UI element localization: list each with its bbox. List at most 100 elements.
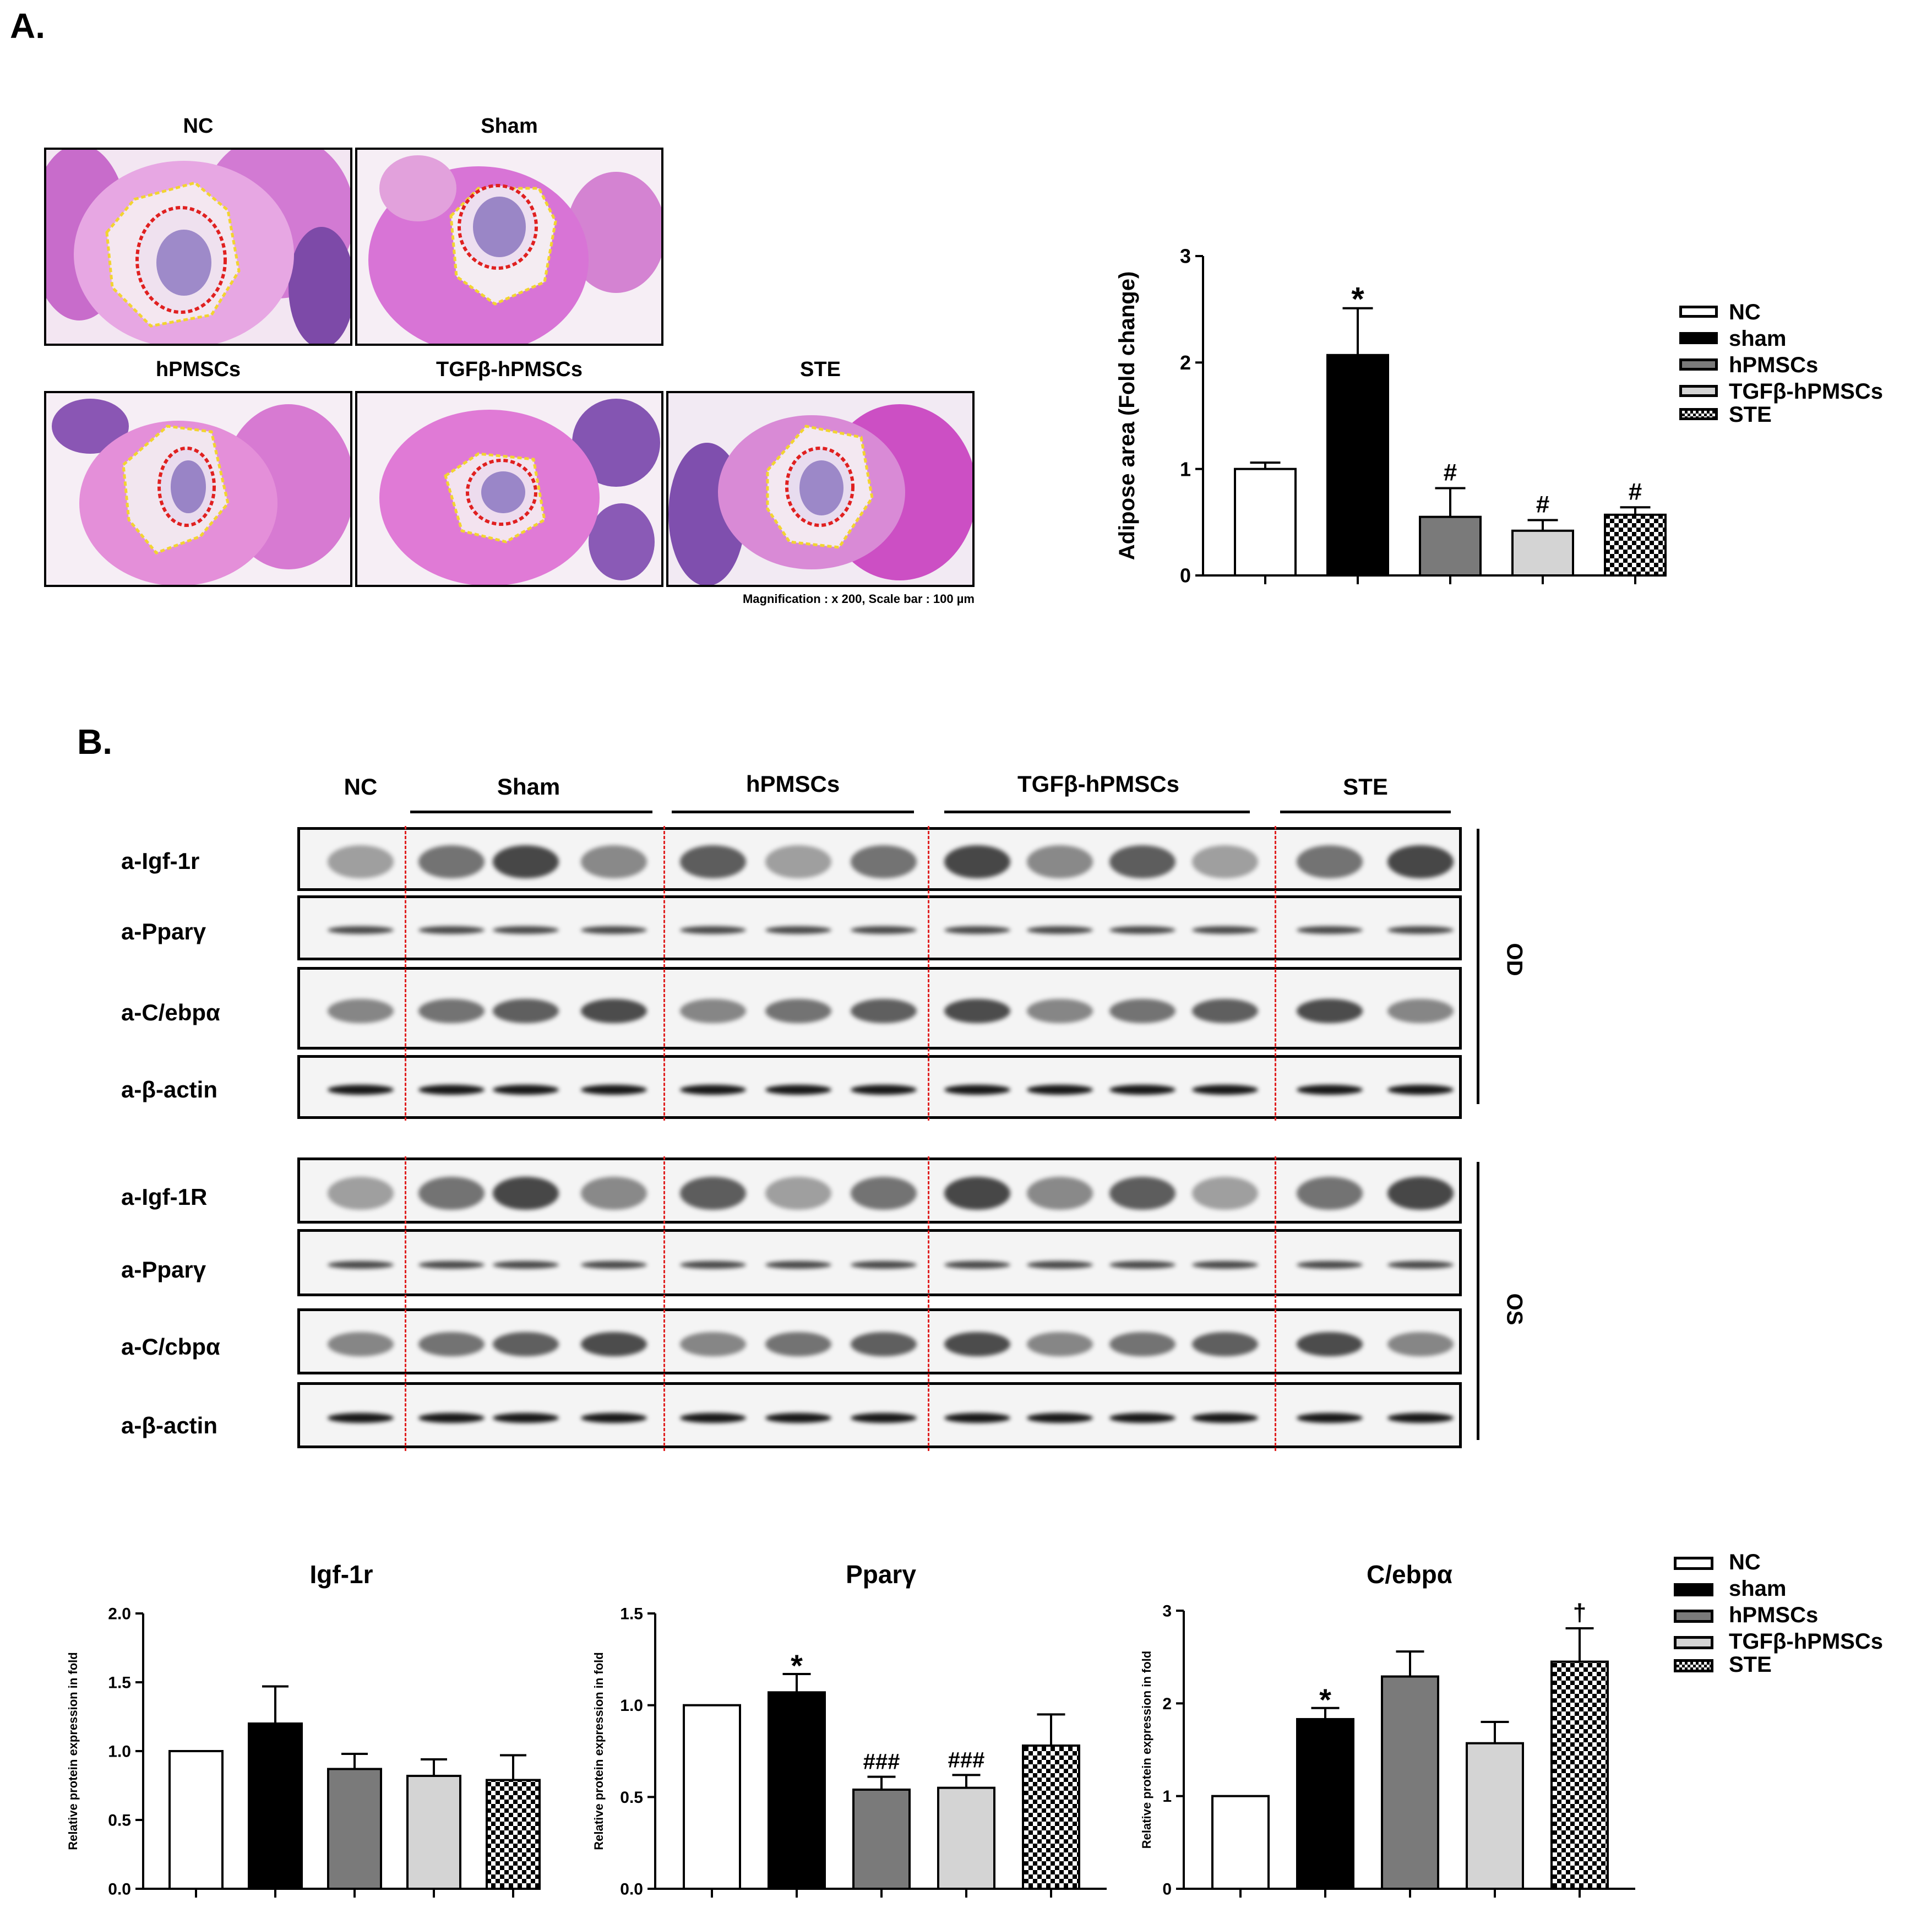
blot-band — [851, 1177, 917, 1210]
histology-title-ste: STE — [800, 358, 841, 381]
bar-5 — [486, 1779, 541, 1890]
chart-title: Pparγ — [846, 1560, 916, 1589]
blot-band — [418, 1413, 485, 1423]
blot-band — [851, 1413, 917, 1423]
blot-band — [1387, 1177, 1454, 1210]
y-axis-label: Relative protein expression in fold — [66, 1652, 80, 1850]
wb-os-label: OS — [1502, 1293, 1527, 1325]
legend-a-swatch-tgfb — [1679, 385, 1718, 397]
panel-a-label: A. — [10, 6, 45, 46]
blot-band — [493, 999, 559, 1023]
bar-5 — [1022, 1744, 1080, 1890]
legend-a-swatch-hpmscs — [1679, 358, 1718, 371]
adipose-area-chart: Adipose area (Fold change) 0 1 2 3 * # # # — [1115, 245, 1667, 587]
y-tick-label: 0.0 — [108, 1881, 131, 1899]
bar-4 — [937, 1786, 995, 1890]
blot-band — [765, 1413, 831, 1423]
histology-title-tgfb-hpmscs: TGFβ-hPMSCs — [436, 358, 583, 381]
blot-band — [1192, 1332, 1258, 1356]
blot-band — [851, 1261, 917, 1269]
blot-band — [765, 926, 831, 934]
bar-1 — [1234, 468, 1297, 577]
significance-4: # — [1536, 491, 1549, 518]
y-tick-label: 0.5 — [108, 1812, 131, 1830]
blot-band — [1027, 1085, 1093, 1095]
blot-band — [944, 1261, 1010, 1269]
blot-strip-8 — [297, 1382, 1462, 1448]
wb-od-label: OD — [1502, 943, 1527, 976]
chart-title: C/ebpα — [1367, 1560, 1452, 1589]
significance-5: † — [1573, 1599, 1586, 1626]
blot-band — [1387, 1332, 1454, 1356]
blot-band — [1297, 999, 1363, 1023]
bar-3 — [852, 1789, 911, 1890]
blot-band — [493, 1413, 559, 1423]
blot-band — [581, 1413, 647, 1423]
y-axis-label: Relative protein expression in fold — [592, 1652, 606, 1850]
histology-title-sham: Sham — [481, 115, 538, 138]
blot-strip-4 — [297, 1055, 1462, 1119]
histology-image-nc — [44, 148, 352, 346]
blot-band — [1027, 999, 1093, 1023]
blot-band — [493, 1085, 559, 1095]
legend-a: NC sham hPMSCs TGFβ-hPMSCs STE — [1679, 300, 1927, 432]
blot-band — [851, 845, 917, 878]
blot-band — [581, 845, 647, 878]
blot-band — [493, 1261, 559, 1269]
blot-band — [765, 845, 831, 878]
legend-b-label-ste: STE — [1729, 1653, 1772, 1677]
chart-title: Igf-1r — [310, 1560, 373, 1589]
y-tick-label: 0.5 — [620, 1789, 643, 1807]
blot-band — [851, 1332, 917, 1356]
blot-band — [680, 1085, 746, 1095]
wb-od-label-actin: a-β-actin — [121, 1077, 217, 1102]
legend-b-swatch-ste — [1674, 1659, 1713, 1672]
wb-os-label-ppary: a-Pparγ — [121, 1257, 206, 1282]
significance-3: # — [1444, 459, 1457, 486]
blot-band — [1387, 999, 1454, 1023]
wb-underline-tgfb — [944, 811, 1250, 813]
significance-4: ### — [948, 1748, 985, 1772]
histology-image-tgfb-hpmscs — [355, 391, 663, 587]
blot-band — [418, 1332, 485, 1356]
blot-strip-7 — [297, 1308, 1462, 1374]
y-tick-label: 1.5 — [108, 1674, 131, 1692]
blot-band — [418, 926, 485, 934]
legend-a-label-ste: STE — [1729, 403, 1772, 427]
bar-3 — [327, 1768, 382, 1890]
histology-image-hpmscs — [44, 391, 352, 587]
significance-2: * — [1351, 281, 1364, 318]
wb-od-bracket — [1477, 829, 1479, 1104]
blot-band — [1027, 1332, 1093, 1356]
blot-band — [1027, 1177, 1093, 1210]
blot-band — [765, 1332, 831, 1356]
wb-os-label-actin: a-β-actin — [121, 1412, 217, 1438]
legend-a-label-nc: NC — [1729, 300, 1761, 324]
blot-band — [1109, 1332, 1175, 1356]
blot-band — [1109, 1085, 1175, 1095]
legend-a-swatch-nc — [1679, 306, 1718, 318]
histology-image-sham — [355, 148, 663, 346]
blot-band — [944, 1085, 1010, 1095]
blot-band — [328, 845, 394, 878]
y-tick-label: 0.0 — [620, 1881, 643, 1899]
blot-band — [1297, 926, 1363, 934]
blot-band — [765, 1085, 831, 1095]
wb-underline-ste — [1280, 811, 1451, 813]
blot-band — [1109, 926, 1175, 934]
blot-band — [1109, 1413, 1175, 1423]
panel-b-label: B. — [77, 722, 112, 762]
y-axis-label: Adipose area (Fold change) — [1115, 271, 1139, 561]
legend-a-swatch-ste — [1679, 408, 1718, 420]
blot-band — [1387, 1085, 1454, 1095]
blot-band — [1297, 1413, 1363, 1423]
legend-b: NC sham hPMSCs TGFβ-hPMSCs STE — [1674, 1550, 1927, 1682]
bar-2 — [248, 1722, 303, 1890]
histology-title-nc: NC — [183, 115, 214, 138]
blot-band — [851, 1085, 917, 1095]
significance-5: # — [1629, 478, 1642, 505]
y-tick-label: 1 — [1180, 458, 1191, 480]
blot-band — [1297, 1085, 1363, 1095]
legend-b-label-nc: NC — [1729, 1550, 1761, 1574]
blot-band — [328, 1177, 394, 1210]
